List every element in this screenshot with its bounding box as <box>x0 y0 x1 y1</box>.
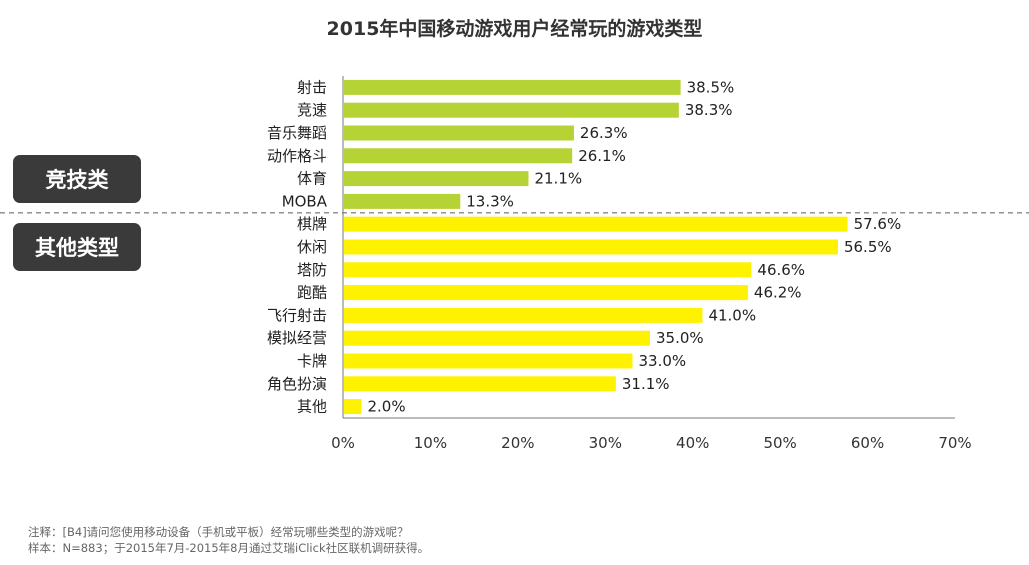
x-tick-label: 10% <box>414 434 447 452</box>
bar <box>344 239 838 255</box>
category-label: 跑酷 <box>297 284 327 302</box>
value-label: 26.3% <box>580 124 628 142</box>
footnotes: 注释：[B4]请问您使用移动设备（手机或平板）经常玩哪些类型的游戏呢？ 样本：N… <box>28 524 429 556</box>
value-label: 46.6% <box>757 261 805 279</box>
x-tick-label: 70% <box>938 434 971 452</box>
x-tick-label: 0% <box>331 434 355 452</box>
x-tick-label: 60% <box>851 434 884 452</box>
category-label: 飞行射击 <box>267 306 327 324</box>
chart-title: 2015年中国移动游戏用户经常玩的游戏类型 <box>326 18 703 40</box>
bar <box>344 79 681 95</box>
value-label: 56.5% <box>844 238 892 256</box>
value-label: 2.0% <box>367 398 405 416</box>
bar <box>344 193 461 209</box>
value-label: 57.6% <box>854 215 902 233</box>
value-label: 13.3% <box>466 192 514 210</box>
value-label: 46.2% <box>754 284 802 302</box>
bar <box>344 148 573 164</box>
bar <box>344 330 650 346</box>
value-label: 35.0% <box>656 329 704 347</box>
footnote-sample: 样本：N=883；于2015年7月-2015年8月通过艾瑞iClick社区联机调… <box>28 541 430 555</box>
bar <box>344 102 679 118</box>
value-label: 33.0% <box>639 352 687 370</box>
bar <box>344 353 633 369</box>
value-label: 41.0% <box>708 306 756 324</box>
category-label: MOBA <box>282 192 328 210</box>
bar <box>344 216 848 232</box>
category-label: 其他 <box>297 398 327 416</box>
value-label: 26.1% <box>578 147 626 165</box>
bar <box>344 262 752 278</box>
value-label: 31.1% <box>622 375 670 393</box>
footnote-question: 注释：[B4]请问您使用移动设备（手机或平板）经常玩哪些类型的游戏呢？ <box>28 525 409 539</box>
category-label: 休闲 <box>297 238 327 256</box>
value-label: 38.5% <box>687 78 735 96</box>
category-label: 模拟经营 <box>267 329 327 347</box>
group-badge-other: 其他类型 <box>13 223 141 271</box>
group-badge-competitive: 竞技类 <box>13 155 141 203</box>
category-label: 体育 <box>297 170 327 188</box>
category-label: 动作格斗 <box>267 147 327 165</box>
category-label: 音乐舞蹈 <box>267 124 327 142</box>
category-label: 竞速 <box>297 101 327 119</box>
category-label: 塔防 <box>297 261 327 279</box>
x-tick-label: 50% <box>763 434 796 452</box>
x-tick-label: 20% <box>501 434 534 452</box>
bar <box>344 125 574 141</box>
category-label: 棋牌 <box>297 215 327 233</box>
bar <box>344 399 362 415</box>
bar <box>344 307 703 323</box>
bar <box>344 285 748 301</box>
x-tick-label: 40% <box>676 434 709 452</box>
bar <box>344 171 529 187</box>
category-label: 卡牌 <box>297 352 327 370</box>
bar <box>344 376 616 392</box>
category-label: 射击 <box>297 78 327 96</box>
x-tick-label: 30% <box>589 434 622 452</box>
value-label: 38.3% <box>685 101 733 119</box>
value-label: 21.1% <box>534 170 582 188</box>
category-label: 角色扮演 <box>267 375 327 393</box>
